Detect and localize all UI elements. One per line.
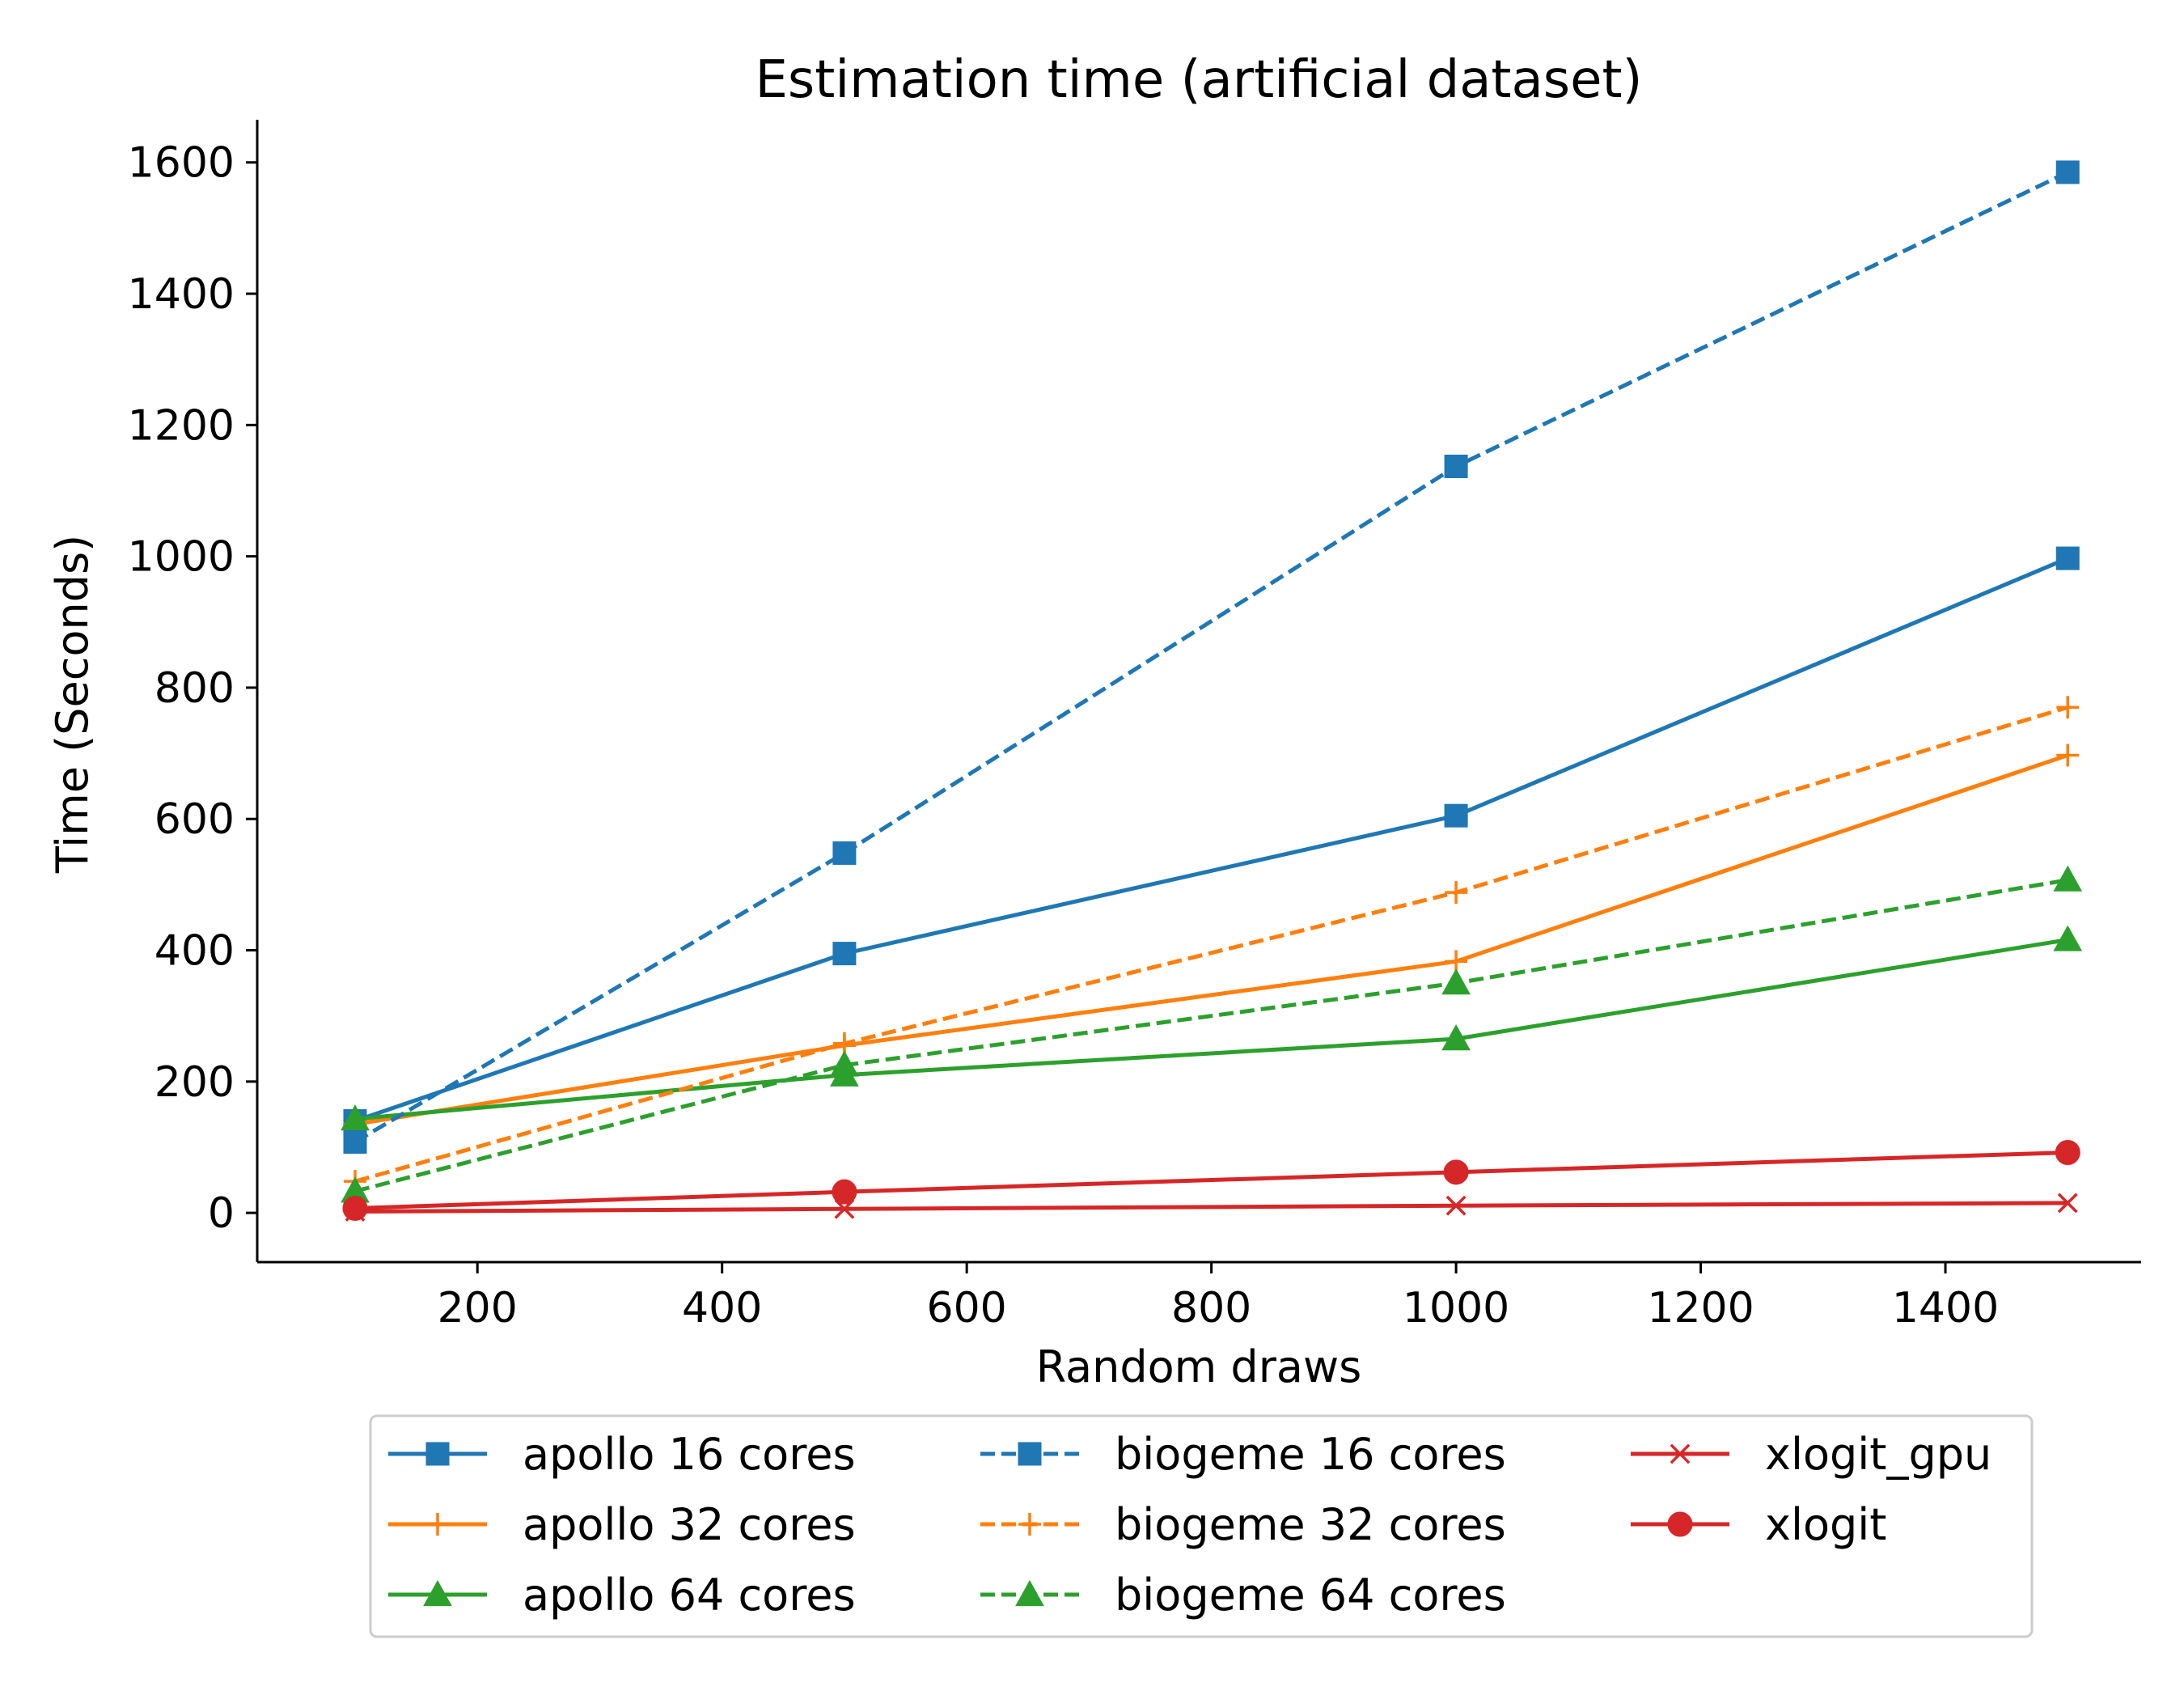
y-tick-label: 1000 [128,533,235,582]
legend-item: apollo 32 cores [388,1499,856,1550]
series-line [354,1150,2068,1210]
legend-marker [423,1579,452,1607]
legend-box [369,1414,2034,1638]
y-tick-label: 1400 [128,270,235,319]
data-point [1444,454,1468,478]
legend-marker [1670,1443,1691,1464]
series-line [354,1201,2068,1214]
legend-item: xlogit_gpu [1631,1429,1991,1480]
data-point [341,1104,370,1131]
series-apollo-64-cores [341,925,2083,1131]
data-point [1441,968,1471,995]
legend-item: biogeme 64 cores [980,1570,1506,1621]
data-point [832,841,857,865]
y-tick-label: 0 [208,1189,235,1238]
data-point [2056,744,2080,767]
legend-label: apollo 32 cores [523,1499,856,1550]
data-point [830,1050,859,1077]
legend-marker [1667,1511,1693,1537]
series-line [354,705,2068,1184]
data-point [1441,1024,1471,1051]
data-point [2055,160,2080,184]
x-tick-label: 200 [438,1284,518,1333]
legend-marker [1018,1442,1042,1466]
y-tick-label: 1600 [128,139,235,188]
data-point [2055,546,2080,570]
data-point [2053,925,2083,951]
legend-label: biogeme 64 cores [1115,1570,1506,1621]
x-tick-label: 400 [682,1284,762,1333]
legend: apollo 16 cores apollo 32 cores apollo 64 … [369,1414,2034,1638]
data-point [1443,1159,1469,1185]
legend-label: xlogit [1765,1499,1886,1550]
legend-label: biogeme 16 cores [1115,1429,1506,1480]
y-tick-label: 400 [154,927,235,976]
y-tick-label: 800 [154,664,235,713]
legend-marker [1015,1579,1044,1607]
legend-item: apollo 64 cores [388,1570,856,1621]
legend-item: apollo 16 cores [388,1429,856,1480]
plot-area: 200 400 600 800 1000 1200 1400 0 200 400 600 800 100… [128,120,2141,1333]
data-point [1445,1195,1467,1216]
data-point [1445,881,1468,905]
series-apollo-32-cores [343,744,2080,1136]
legend-label: xlogit_gpu [1765,1429,1991,1480]
legend-item: xlogit [1631,1499,1886,1550]
x-tick-label: 1400 [1892,1284,1999,1333]
x-tick-label: 600 [927,1284,1007,1333]
legend-marker [1018,1513,1041,1536]
series-line [353,170,2069,1144]
chart-title: Estimation time (artificial dataset) [755,50,1642,110]
legend-label: apollo 16 cores [523,1429,856,1480]
data-point [832,1179,857,1205]
data-point [2056,696,2080,719]
data-point [834,1198,855,1219]
legend-label: apollo 64 cores [523,1570,856,1621]
legend-item: biogeme 16 cores [980,1429,1506,1480]
series-line [354,556,2069,1123]
legend-marker [425,1442,450,1466]
legend-item: biogeme 32 cores [980,1499,1506,1550]
series-biogeme-16-cores [343,160,2080,1154]
y-tick-label: 1200 [128,401,235,450]
legend-marker [426,1513,449,1536]
y-tick-label: 600 [154,795,235,844]
data-point [343,1129,367,1154]
data-point [2055,1139,2080,1165]
x-tick-label: 800 [1171,1284,1251,1333]
x-axis-label: Random draws [1036,1341,1362,1392]
data-point [1444,803,1468,828]
x-tick-label: 1200 [1647,1284,1754,1333]
series-line [354,938,2068,1121]
y-tick-label: 200 [154,1058,235,1107]
data-point [2057,1193,2078,1214]
data-point [342,1195,368,1221]
data-point [832,942,857,966]
data-point [2053,865,2083,892]
series-line [354,878,2068,1193]
x-tick-label: 1000 [1403,1284,1509,1333]
series-biogeme-64-cores [341,865,2083,1203]
y-axis-label: Time (Seconds) [47,535,98,874]
series-line [354,753,2069,1127]
legend-label: biogeme 32 cores [1115,1499,1506,1550]
series-xlogit [342,1139,2080,1221]
series-biogeme-32-cores [343,696,2080,1193]
